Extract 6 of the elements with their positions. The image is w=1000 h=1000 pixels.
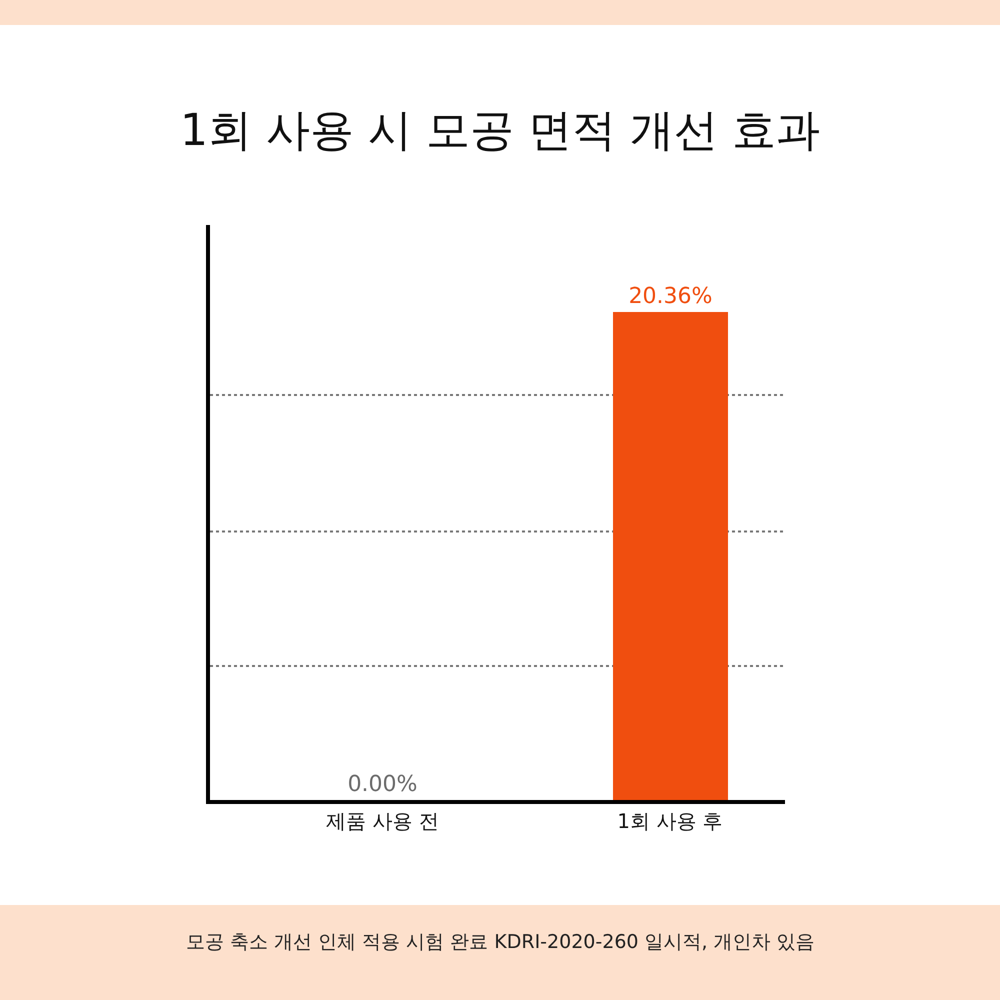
x-tick-label: 1회 사용 후 [617, 809, 723, 833]
text: 모공 축소 개선 인체 적용 시험 완료 KDRI-2020-260 일시적, 개인차 있음 [186, 931, 815, 953]
data-label: 0.00% [348, 772, 418, 797]
x-tick-label: 제품 사용 전 [326, 809, 439, 833]
data-label: 20.36% [628, 284, 712, 309]
chart-title: 1회 사용 시 모공 면적 개선 효과 [180, 105, 820, 156]
